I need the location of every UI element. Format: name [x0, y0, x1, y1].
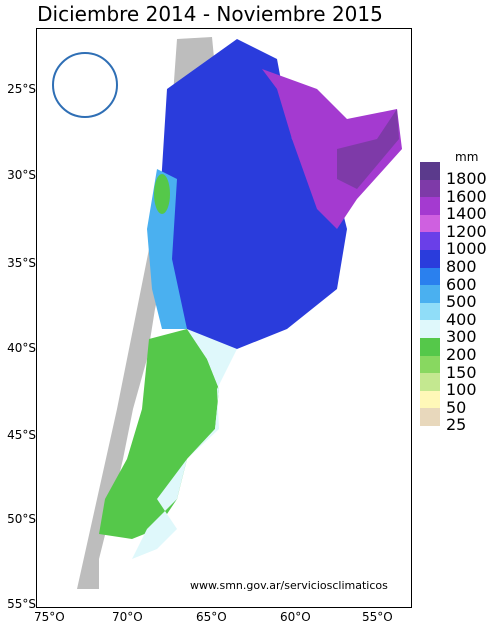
lon-label-65: 65°O [196, 610, 227, 624]
legend-swatch [420, 302, 440, 321]
lon-label-70: 70°O [112, 610, 143, 624]
legend-swatch [420, 408, 440, 426]
legend-swatch [420, 320, 440, 338]
precip-zone-1600 [337, 109, 399, 189]
legend-swatch [420, 373, 440, 391]
precip-zone-300 [132, 329, 237, 559]
legend-swatch [420, 285, 440, 303]
lon-label-55: 55°O [362, 610, 393, 624]
legend-unit: mm [455, 150, 479, 164]
precipitation-map [77, 37, 402, 589]
legend-swatch [420, 355, 440, 374]
legend-label: 1000 [446, 239, 487, 259]
legend-label: 1600 [446, 186, 487, 206]
legend-swatch [420, 232, 440, 250]
legend-label: 400 [446, 309, 477, 329]
legend-label: 800 [446, 256, 477, 276]
legend-label: 150 [446, 362, 477, 382]
lat-label-50: 50°S [7, 512, 36, 526]
legend-label: 1400 [446, 204, 487, 224]
legend-label: 500 [446, 292, 477, 312]
legend-swatch [420, 197, 440, 215]
lat-label-40: 40°S [7, 341, 36, 355]
precip-zone-green [99, 329, 219, 539]
legend-label: 25 [446, 415, 467, 435]
precip-zone-1200 [262, 69, 402, 229]
legend-swatch [420, 249, 440, 268]
legend-swatch [420, 337, 440, 356]
lat-label-55: 55°S [7, 597, 36, 611]
lon-label-60: 60°O [280, 610, 311, 624]
legend-label: 1200 [446, 221, 487, 241]
source-url: www.smn.gov.ar/serviciosclimaticos [190, 579, 388, 592]
lat-label-45: 45°S [7, 428, 36, 442]
legend-label: 1800 [446, 169, 487, 188]
legend-label: 50 [446, 397, 467, 417]
map-frame [36, 28, 412, 608]
legend-label: 100 [446, 380, 477, 400]
map-title: Diciembre 2014 - Noviembre 2015 [37, 2, 383, 26]
legend-label: 200 [446, 344, 477, 364]
legend-swatch [420, 162, 440, 180]
legend-label: 600 [446, 274, 477, 294]
precip-zone-800 [157, 39, 347, 349]
precip-spot-green [154, 174, 170, 214]
lat-label-25: 25°S [7, 82, 36, 96]
lat-label-35: 35°S [7, 256, 36, 270]
legend-swatch [420, 179, 440, 198]
legend-label: 300 [446, 327, 477, 347]
legend-swatch [420, 214, 440, 233]
legend-swatch [420, 267, 440, 286]
lon-label-75: 75°O [34, 610, 65, 624]
legend-swatch [420, 390, 440, 409]
lat-label-30: 30°S [7, 168, 36, 182]
smn-logo [52, 52, 118, 118]
